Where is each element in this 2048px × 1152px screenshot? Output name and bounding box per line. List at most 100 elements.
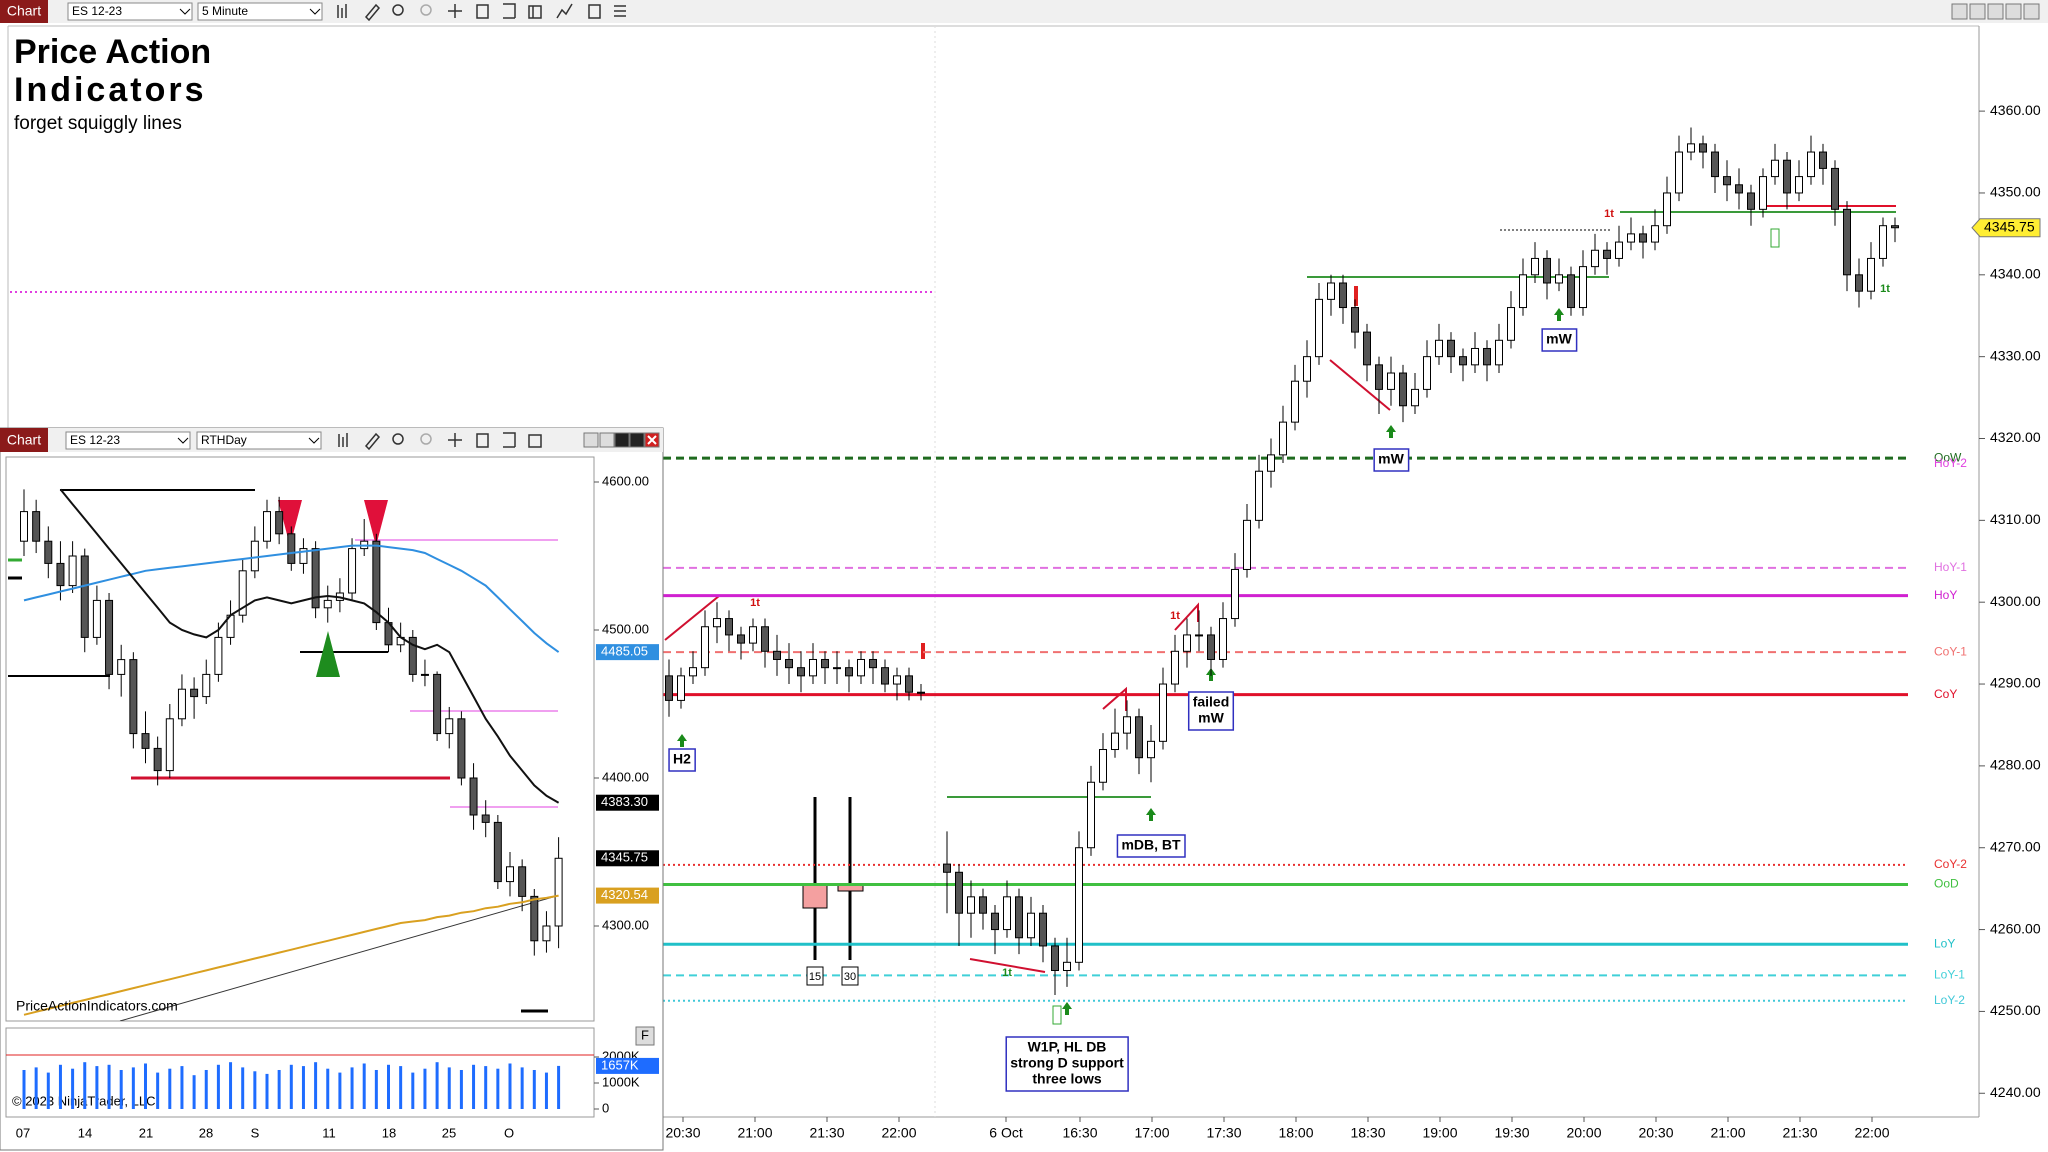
chart-tab[interactable] [0, 0, 48, 23]
candle-body [56, 562, 65, 587]
volume-bar [326, 1068, 330, 1109]
volume-bar [95, 1066, 99, 1109]
candle-body [1363, 331, 1371, 366]
price-tag [596, 887, 659, 904]
strategy-icon[interactable] [556, 3, 573, 19]
annotation-box [668, 748, 696, 772]
candle-body [1759, 176, 1767, 210]
inset-instrument-select[interactable] [65, 431, 191, 450]
candle-body [905, 675, 913, 693]
instrument-label[interactable]: ES 12-23 [72, 4, 122, 18]
minimize-button[interactable] [583, 432, 599, 448]
level-label: CoY [1934, 687, 1957, 701]
bars-icon[interactable] [337, 4, 347, 18]
volume-bar [411, 1072, 415, 1109]
draw-icon[interactable] [364, 432, 381, 451]
inset-chart-tab[interactable] [0, 428, 48, 452]
volume-bar [144, 1063, 147, 1109]
candle-body [1687, 143, 1695, 153]
candle-body [737, 634, 745, 644]
candle-body [20, 511, 28, 542]
inset-series [20, 488, 563, 1016]
candle-body [1423, 356, 1431, 390]
panel-button[interactable] [635, 1026, 655, 1046]
candle-body [967, 896, 975, 914]
volume-bar [168, 1068, 172, 1109]
toolbar-icons[interactable] [337, 3, 626, 22]
restore-button[interactable] [1969, 3, 1986, 20]
candle-body [1399, 372, 1407, 407]
y-tick-label: 4330.00 [1990, 347, 2041, 363]
candle-body [433, 673, 442, 735]
annotation: mW [1373, 448, 1410, 472]
y-tick-label: 4300.00 [602, 917, 649, 932]
volume-bar [399, 1066, 403, 1109]
zoom-in-icon[interactable] [392, 433, 404, 445]
candle-body [893, 675, 901, 685]
candle-body [1147, 740, 1155, 759]
instrument-select[interactable] [67, 2, 193, 21]
x-tick-label: 18:00 [1278, 1125, 1313, 1141]
red-marker [921, 643, 925, 659]
x-tick-label: 14 [78, 1125, 92, 1140]
zoom-out-icon[interactable] [420, 433, 432, 445]
candle-body [1627, 233, 1635, 243]
candle-body [68, 555, 77, 587]
candle-body [530, 895, 539, 942]
crosshair-icon[interactable] [448, 433, 462, 447]
data-box-icon[interactable] [588, 4, 601, 19]
level-label: HoY [1934, 588, 1957, 602]
candle-body [1447, 339, 1455, 358]
overlay-subtitle: forget squiggly lines [14, 113, 182, 134]
volume-bar [34, 1067, 38, 1109]
volume-bar [229, 1062, 233, 1109]
minimize-button[interactable] [1951, 3, 1968, 20]
bars-icon[interactable] [338, 433, 348, 447]
inset-instrument-label[interactable]: ES 12-23 [70, 433, 120, 447]
candle-body [1051, 945, 1059, 971]
menu-icon[interactable] [614, 5, 626, 17]
window-icon[interactable] [528, 434, 542, 448]
candle-body [749, 626, 757, 644]
inset-tab-label[interactable]: Chart [7, 432, 41, 448]
volume-tag [596, 1057, 659, 1074]
window-controls[interactable] [1951, 3, 2040, 20]
zoom-in-icon[interactable] [392, 4, 404, 16]
price-tag-label: 4383.30 [601, 794, 648, 809]
annotation: mDB, BT [1116, 834, 1186, 858]
y-tick-label: 4290.00 [1990, 675, 2041, 691]
candle-body [1243, 519, 1251, 570]
dock-button[interactable] [614, 432, 630, 448]
y-tick-label: 0 [602, 1100, 609, 1115]
candle-body [1831, 167, 1839, 210]
inset-interval-select[interactable] [196, 431, 322, 450]
inset-interval-label[interactable]: RTHDay [201, 433, 247, 447]
candle-body [1303, 356, 1311, 382]
candle-body [1591, 249, 1599, 268]
y-tick-label: 4280.00 [1990, 757, 2041, 773]
up-arrow [677, 734, 687, 747]
template-icon[interactable] [503, 3, 516, 19]
draw-icon[interactable] [364, 3, 381, 22]
maximize-button[interactable] [629, 432, 645, 448]
close-button[interactable] [2023, 3, 2040, 20]
properties-icon[interactable] [476, 4, 489, 19]
annotation: H2 [668, 748, 696, 772]
properties-icon[interactable] [476, 433, 489, 448]
crosshair-icon[interactable] [448, 4, 462, 18]
inset-toolbar-icons[interactable] [338, 432, 542, 451]
pattern-line [1329, 359, 1391, 411]
interval-select[interactable] [197, 2, 323, 21]
zoom-out-icon[interactable] [420, 4, 432, 16]
dock-button[interactable] [1987, 3, 2004, 20]
level-label: CoY-1 [1934, 644, 1967, 658]
maximize-button[interactable] [2005, 3, 2022, 20]
template-icon[interactable] [503, 432, 516, 448]
interval-label[interactable]: 5 Minute [202, 4, 248, 18]
panel-button-label[interactable]: F [641, 1027, 649, 1042]
window-icon[interactable] [528, 5, 542, 19]
restore-button[interactable] [599, 432, 615, 448]
volume-bar [156, 1072, 160, 1109]
chart-tab-label[interactable]: Chart [7, 3, 41, 19]
